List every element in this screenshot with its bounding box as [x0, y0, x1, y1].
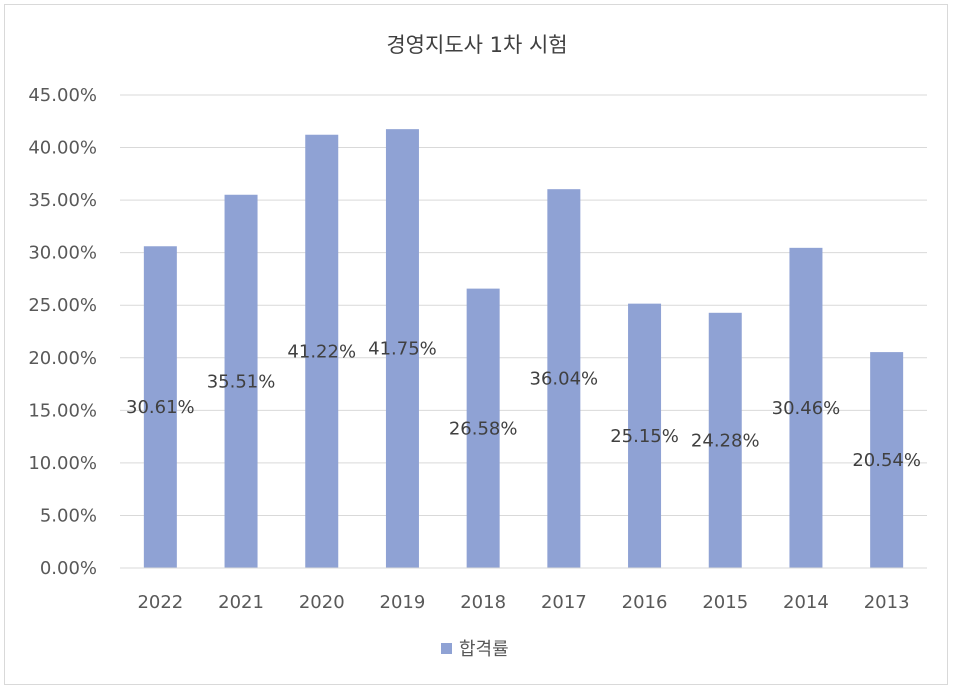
y-tick-label: 10.00%: [28, 453, 97, 474]
data-label: 20.54%: [852, 450, 921, 471]
bars: [120, 129, 927, 569]
x-tick-label: 2015: [702, 592, 748, 613]
x-tick-label: 2014: [783, 592, 829, 613]
x-tick-label: 2021: [218, 592, 264, 613]
x-tick-label: 2016: [622, 592, 668, 613]
data-label: 41.75%: [368, 339, 437, 360]
bar: [708, 312, 742, 568]
x-tick-label: 2020: [299, 592, 345, 613]
y-axis-ticks: 0.00% 5.00% 10.00% 15.00% 20.00% 25.00% 30.00%…: [28, 85, 97, 579]
y-tick-label: 15.00%: [28, 400, 97, 421]
data-label: 35.51%: [207, 371, 276, 392]
y-tick-label: 5.00%: [40, 505, 97, 526]
bar: [224, 194, 258, 569]
y-tick-label: 0.00%: [40, 558, 97, 579]
data-label: 36.04%: [530, 369, 599, 390]
x-tick-label: 2013: [864, 592, 910, 613]
data-label: 41.22%: [287, 341, 356, 362]
bar: [385, 129, 419, 568]
data-label: 25.15%: [610, 426, 679, 447]
y-tick-label: 20.00%: [28, 348, 97, 369]
y-tick-label: 35.00%: [28, 190, 97, 211]
data-label: 30.61%: [126, 397, 195, 418]
data-labels: 30.61% 35.51% 41.22% 41.75% 26.58% 36.04% 25.1…: [126, 339, 921, 471]
legend-swatch: [441, 643, 452, 654]
bar: [789, 247, 823, 569]
bar: [547, 189, 581, 568]
x-tick-label: 2022: [137, 592, 183, 613]
x-tick-label: 2019: [380, 592, 426, 613]
legend-label: 합격률: [459, 639, 509, 660]
bar: [143, 246, 177, 568]
bar: [628, 303, 662, 568]
y-tick-label: 25.00%: [28, 295, 97, 316]
y-tick-label: 45.00%: [28, 85, 97, 106]
data-label: 24.28%: [691, 430, 760, 451]
data-label: 30.46%: [772, 398, 841, 419]
x-tick-label: 2018: [460, 592, 506, 613]
y-tick-label: 30.00%: [28, 243, 97, 264]
data-label: 26.58%: [449, 418, 518, 439]
chart-title: 경영지도사 1차 시험: [386, 33, 567, 57]
x-tick-label: 2017: [541, 592, 587, 613]
bar: [466, 288, 500, 568]
y-tick-label: 40.00%: [28, 138, 97, 159]
legend: 합격률: [441, 639, 509, 660]
bar: [305, 134, 339, 568]
bar: [870, 352, 904, 568]
x-axis-ticks: 2022 2021 2020 2019 2018 2017 2016 2015 2014 2013: [137, 592, 909, 613]
